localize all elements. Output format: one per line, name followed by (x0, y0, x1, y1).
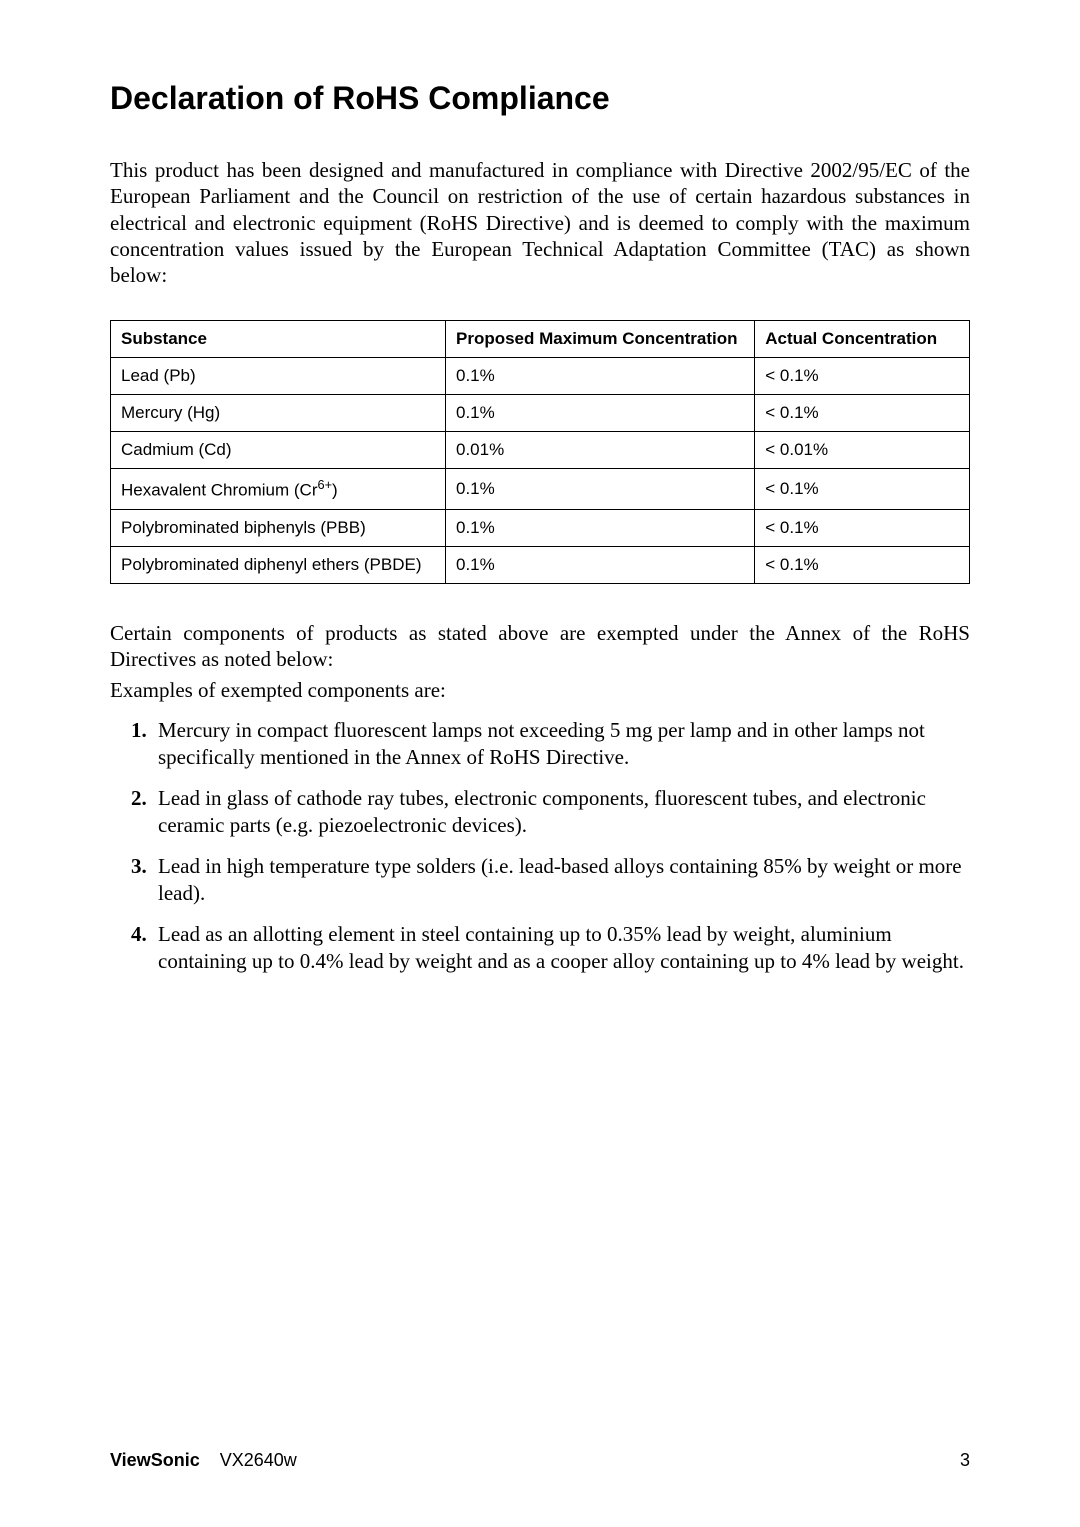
cell-proposed: 0.1% (446, 358, 755, 395)
th-actual: Actual Concentration (755, 321, 970, 358)
list-item: Mercury in compact fluorescent lamps not… (152, 717, 970, 771)
cell-actual: < 0.1% (755, 395, 970, 432)
page-title: Declaration of RoHS Compliance (110, 80, 970, 117)
cell-substance: Polybrominated biphenyls (PBB) (111, 509, 446, 546)
cell-actual: < 0.1% (755, 509, 970, 546)
list-item: Lead in glass of cathode ray tubes, elec… (152, 785, 970, 839)
table-row: Hexavalent Chromium (Cr6+)0.1%< 0.1% (111, 469, 970, 510)
table-row: Mercury (Hg)0.1%< 0.1% (111, 395, 970, 432)
footer-model (205, 1450, 220, 1470)
cell-substance: Hexavalent Chromium (Cr6+) (111, 469, 446, 510)
cell-substance: Lead (Pb) (111, 358, 446, 395)
intro-paragraph: This product has been designed and manuf… (110, 157, 970, 288)
cell-proposed: 0.1% (446, 469, 755, 510)
cell-substance: Mercury (Hg) (111, 395, 446, 432)
th-proposed: Proposed Maximum Concentration (446, 321, 755, 358)
cell-substance: Cadmium (Cd) (111, 432, 446, 469)
cell-actual: < 0.1% (755, 358, 970, 395)
footer-brand: ViewSonic (110, 1450, 200, 1470)
page-footer: ViewSonic VX2640w 3 (110, 1450, 970, 1471)
cell-proposed: 0.1% (446, 509, 755, 546)
list-item: Lead as an allotting element in steel co… (152, 921, 970, 975)
exemptions-list: Mercury in compact fluorescent lamps not… (110, 717, 970, 974)
table-header-row: Substance Proposed Maximum Concentration… (111, 321, 970, 358)
cell-actual: < 0.01% (755, 432, 970, 469)
table-row: Polybrominated diphenyl ethers (PBDE)0.1… (111, 546, 970, 583)
cell-proposed: 0.01% (446, 432, 755, 469)
cell-actual: < 0.1% (755, 546, 970, 583)
table-row: Lead (Pb)0.1%< 0.1% (111, 358, 970, 395)
footer-page-number: 3 (960, 1450, 970, 1471)
th-substance: Substance (111, 321, 446, 358)
cell-proposed: 0.1% (446, 546, 755, 583)
examples-intro: Examples of exempted components are: (110, 678, 970, 703)
list-item: Lead in high temperature type solders (i… (152, 853, 970, 907)
cell-proposed: 0.1% (446, 395, 755, 432)
post-table-paragraph: Certain components of products as stated… (110, 620, 970, 673)
table-row: Polybrominated biphenyls (PBB)0.1%< 0.1% (111, 509, 970, 546)
table-body: Lead (Pb)0.1%< 0.1%Mercury (Hg)0.1%< 0.1… (111, 358, 970, 584)
table-row: Cadmium (Cd)0.01%< 0.01% (111, 432, 970, 469)
cell-actual: < 0.1% (755, 469, 970, 510)
footer-model-text: VX2640w (220, 1450, 297, 1470)
cell-substance: Polybrominated diphenyl ethers (PBDE) (111, 546, 446, 583)
footer-left: ViewSonic VX2640w (110, 1450, 297, 1471)
rohs-table: Substance Proposed Maximum Concentration… (110, 320, 970, 584)
